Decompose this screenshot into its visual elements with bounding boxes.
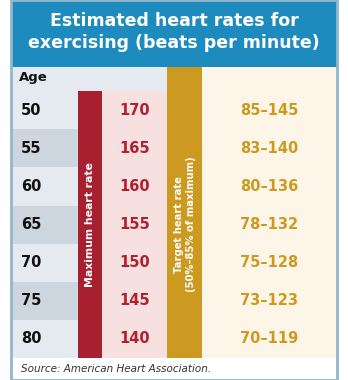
Bar bbox=[11, 244, 78, 282]
Bar bbox=[202, 206, 337, 244]
Bar bbox=[102, 129, 167, 168]
Text: Target heart rate
(50%–85% of maximum): Target heart rate (50%–85% of maximum) bbox=[174, 157, 196, 292]
Bar bbox=[11, 91, 78, 129]
Text: Estimated heart rates for
exercising (beats per minute): Estimated heart rates for exercising (be… bbox=[28, 12, 320, 52]
Text: 160: 160 bbox=[120, 179, 150, 194]
Bar bbox=[102, 320, 167, 358]
Bar bbox=[202, 282, 337, 320]
Text: Maximum heart rate: Maximum heart rate bbox=[85, 162, 95, 287]
Text: 150: 150 bbox=[119, 255, 150, 270]
Bar bbox=[102, 244, 167, 282]
Text: 70–119: 70–119 bbox=[240, 331, 299, 347]
Bar bbox=[11, 66, 167, 91]
Text: 60: 60 bbox=[21, 179, 41, 194]
Bar bbox=[11, 282, 78, 320]
Text: 70: 70 bbox=[21, 255, 41, 270]
Bar bbox=[78, 91, 102, 358]
Bar bbox=[202, 168, 337, 206]
Bar bbox=[11, 0, 337, 66]
Bar bbox=[167, 91, 202, 358]
Bar bbox=[11, 206, 78, 244]
Text: 140: 140 bbox=[120, 331, 150, 347]
Text: 85–145: 85–145 bbox=[240, 103, 299, 118]
Text: 170: 170 bbox=[120, 103, 150, 118]
Bar bbox=[11, 320, 78, 358]
Text: 83–140: 83–140 bbox=[240, 141, 299, 156]
Text: Source: American Heart Association.: Source: American Heart Association. bbox=[21, 364, 211, 374]
Text: 145: 145 bbox=[120, 293, 150, 308]
Bar bbox=[11, 129, 78, 168]
Text: 75–128: 75–128 bbox=[240, 255, 299, 270]
Text: 80–136: 80–136 bbox=[240, 179, 299, 194]
Bar bbox=[202, 244, 337, 282]
Bar bbox=[102, 282, 167, 320]
Text: 165: 165 bbox=[120, 141, 150, 156]
Bar bbox=[11, 358, 337, 380]
Text: Age: Age bbox=[19, 71, 48, 84]
Bar bbox=[202, 129, 337, 168]
Bar bbox=[11, 168, 78, 206]
Text: 75: 75 bbox=[21, 293, 41, 308]
Text: 155: 155 bbox=[119, 217, 150, 232]
Text: 50: 50 bbox=[21, 103, 41, 118]
Bar bbox=[102, 206, 167, 244]
Bar bbox=[202, 91, 337, 129]
Text: 55: 55 bbox=[21, 141, 41, 156]
Bar bbox=[102, 168, 167, 206]
Bar bbox=[202, 320, 337, 358]
Text: 78–132: 78–132 bbox=[240, 217, 299, 232]
Text: 73–123: 73–123 bbox=[240, 293, 298, 308]
Text: 65: 65 bbox=[21, 217, 41, 232]
Bar bbox=[202, 66, 337, 91]
Bar bbox=[167, 66, 202, 91]
Bar bbox=[102, 91, 167, 129]
Text: 80: 80 bbox=[21, 331, 41, 347]
